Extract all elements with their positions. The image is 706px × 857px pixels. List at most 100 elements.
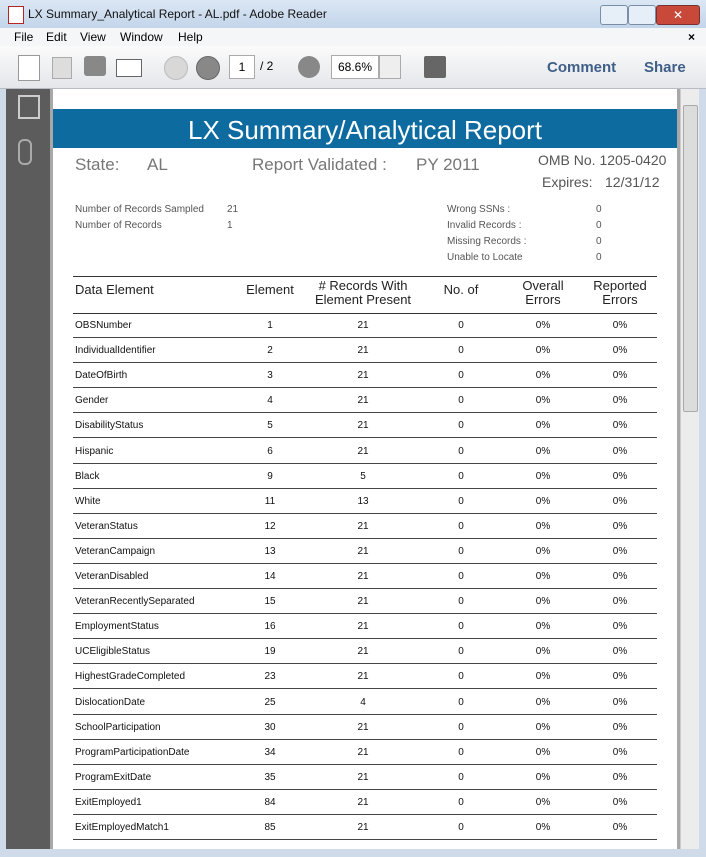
title-bar: LX Summary_Analytical Report - AL.pdf - … [0, 0, 706, 28]
zoom-input[interactable]: 68.6% [331, 55, 379, 79]
row-rule [73, 788, 657, 790]
table-cell: 0% [535, 445, 551, 457]
table-cell: 21 [357, 621, 369, 633]
table-cell: 1 [267, 320, 273, 331]
validated-label: Report Validated : [252, 155, 387, 174]
table-cell: 21 [357, 370, 369, 382]
row-label: Hispanic [75, 445, 114, 457]
table-cell: 13 [357, 495, 369, 507]
table-cell: 0% [535, 420, 551, 432]
stat-label: Missing Records : [447, 236, 527, 247]
row-rule [73, 462, 657, 464]
table-cell: 0 [458, 470, 464, 482]
email-icon[interactable] [116, 59, 142, 77]
minimize-button[interactable] [600, 5, 628, 25]
table-cell: 0% [612, 470, 628, 482]
attachments-icon[interactable] [18, 139, 32, 165]
table-cell: 0% [612, 420, 628, 432]
stat-value: 21 [227, 204, 239, 215]
print-icon[interactable] [84, 56, 106, 76]
close-button[interactable]: ✕ [656, 5, 700, 25]
table-cell: 23 [264, 671, 276, 683]
row-rule [73, 738, 657, 740]
menu-item[interactable]: Edit [46, 30, 67, 44]
expires-label: Expires: [542, 174, 593, 190]
table-cell: 0 [458, 621, 464, 633]
maximize-button[interactable] [628, 5, 656, 25]
row-label: OBSNumber [75, 320, 132, 331]
row-label: DateOfBirth [75, 370, 128, 382]
page-input[interactable]: 1 [229, 55, 255, 79]
table-cell: 21 [357, 746, 369, 758]
row-label: SchoolParticipation [75, 721, 161, 733]
table-cell: 21 [357, 796, 369, 808]
table-cell: 0 [458, 721, 464, 733]
stat-value: 0 [596, 236, 602, 247]
menu-item[interactable]: Window [120, 30, 163, 44]
table-cell: 0% [612, 320, 628, 331]
table-cell: 0% [535, 395, 551, 407]
pages-icon[interactable] [18, 95, 40, 119]
table-cell: 21 [357, 345, 369, 357]
table-cell: 0% [612, 571, 628, 582]
table-cell: 0% [535, 796, 551, 808]
table-cell: 5 [360, 470, 366, 482]
scroll-thumb[interactable] [683, 105, 698, 412]
menu-bar: × File Edit View Window Help [0, 28, 706, 46]
table-cell: 21 [357, 596, 369, 608]
table-cell: 0% [612, 520, 628, 532]
table-cell: 0% [535, 320, 551, 331]
zoom-dropdown[interactable] [379, 55, 401, 79]
table-cell: 0% [535, 345, 551, 357]
menu-item[interactable]: View [80, 30, 106, 44]
table-cell: 13 [264, 545, 276, 557]
table-cell: 0 [458, 520, 464, 532]
fit-button[interactable] [424, 56, 446, 78]
table-cell: 0% [612, 370, 628, 382]
table-cell: 21 [357, 721, 369, 733]
table-cell: 21 [357, 771, 369, 783]
create-icon[interactable] [18, 55, 40, 81]
table-cell: 0 [458, 571, 464, 582]
table-cell: 0% [535, 571, 551, 582]
column-header: Overall Errors [522, 278, 564, 307]
expires-value: 12/31/12 [605, 174, 660, 190]
table-cell: 21 [357, 822, 369, 833]
row-label: ExitEmployedMatch1 [75, 822, 169, 833]
table-cell: 0% [612, 545, 628, 557]
row-rule [73, 813, 657, 815]
row-rule [73, 562, 657, 564]
scrollbar[interactable] [680, 89, 699, 849]
table-cell: 0% [535, 746, 551, 758]
comment-button[interactable]: Comment [547, 59, 617, 76]
share-button[interactable]: Share [644, 59, 686, 76]
table-cell: 16 [264, 621, 276, 633]
close-doc-button[interactable]: × [688, 30, 696, 44]
menu-item[interactable]: File [14, 30, 34, 44]
table-cell: 15 [264, 596, 276, 608]
next-page-button[interactable] [196, 56, 220, 80]
toolbar: 1 / 2 68.6% Comment Share [0, 46, 706, 89]
menu-item[interactable]: Help [178, 30, 203, 44]
table-cell: 0% [612, 445, 628, 457]
row-label: DislocationDate [75, 696, 146, 708]
table-cell: 0% [612, 495, 628, 507]
zoom-out-button[interactable] [298, 56, 320, 78]
table-cell: 19 [264, 646, 276, 658]
stat-value: 0 [596, 204, 602, 215]
table-cell: 0% [612, 721, 628, 733]
row-label: Black [75, 470, 100, 482]
table-cell: 84 [264, 796, 276, 808]
table-cell: 0% [535, 621, 551, 633]
prev-page-button[interactable] [164, 56, 188, 80]
table-cell: 0 [458, 796, 464, 808]
table-cell: 0% [535, 370, 551, 382]
row-rule [73, 839, 657, 840]
row-label: DisabilityStatus [75, 420, 144, 432]
state-label: State: [75, 155, 120, 174]
row-label: VeteranCampaign [75, 545, 156, 557]
table-cell: 9 [267, 470, 273, 482]
table-cell: 0 [458, 370, 464, 382]
save-icon[interactable] [52, 57, 72, 79]
